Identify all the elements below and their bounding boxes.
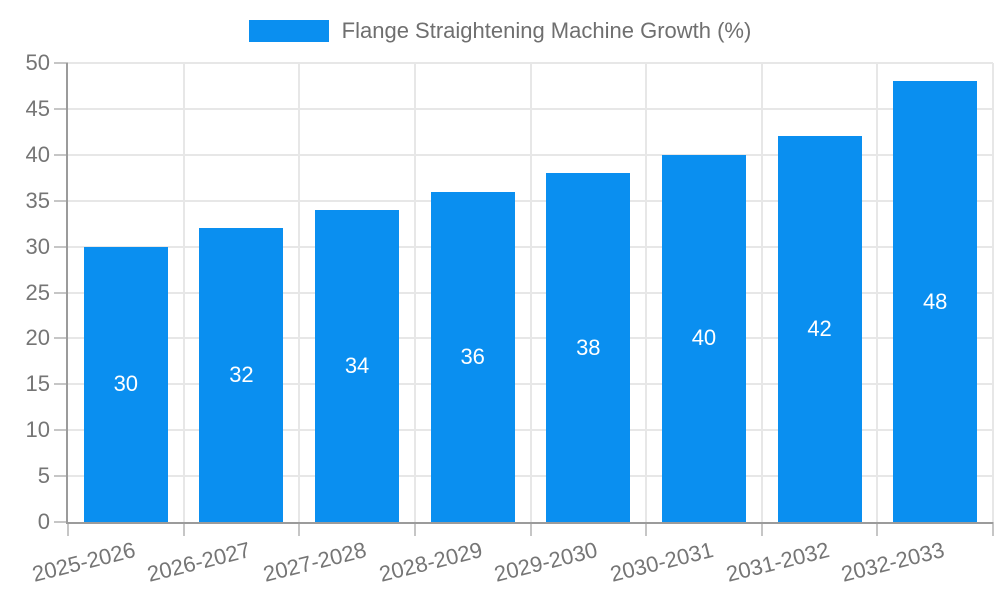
legend: Flange Straightening Machine Growth (%) bbox=[0, 18, 1000, 44]
bar bbox=[199, 228, 284, 522]
bar bbox=[430, 191, 515, 522]
x-axis-line bbox=[66, 522, 993, 524]
bar bbox=[546, 173, 631, 522]
bar bbox=[893, 81, 978, 522]
gridline-vertical bbox=[298, 63, 301, 522]
y-axis-tick bbox=[54, 383, 68, 386]
legend-swatch bbox=[248, 20, 329, 42]
bar-value-label: 34 bbox=[344, 352, 370, 378]
gridline-vertical bbox=[529, 63, 532, 522]
y-axis-tick bbox=[54, 153, 68, 156]
y-axis-tick bbox=[54, 291, 68, 294]
y-axis-tick-label: 50 bbox=[25, 50, 50, 75]
bar bbox=[83, 246, 168, 522]
bar-value-label: 30 bbox=[113, 371, 139, 397]
bar-value-label: 40 bbox=[691, 325, 717, 351]
y-axis-tick-label: 0 bbox=[37, 509, 50, 534]
y-axis-tick-label: 45 bbox=[25, 95, 50, 121]
bar bbox=[661, 154, 746, 522]
bar bbox=[777, 136, 862, 522]
y-axis-tick-label: 5 bbox=[37, 463, 50, 489]
gridline-vertical bbox=[992, 63, 994, 522]
y-axis-tick-label: 25 bbox=[25, 279, 50, 305]
y-axis-tick bbox=[54, 107, 68, 110]
y-axis-tick-label: 15 bbox=[25, 371, 50, 397]
x-axis-tick bbox=[413, 522, 416, 536]
x-axis-tick bbox=[67, 522, 69, 536]
y-axis-tick-label: 40 bbox=[25, 141, 50, 167]
gridline-vertical bbox=[876, 63, 879, 522]
x-axis-tick bbox=[876, 522, 879, 536]
bar-value-label: 32 bbox=[229, 362, 254, 388]
y-axis-tick-label: 10 bbox=[25, 417, 50, 443]
gridline-vertical bbox=[182, 63, 185, 522]
x-axis-tick bbox=[992, 522, 994, 536]
y-axis-tick bbox=[54, 199, 68, 202]
y-axis-tick bbox=[54, 429, 68, 432]
bar-value-label: 38 bbox=[576, 334, 601, 360]
x-axis-tick bbox=[529, 522, 532, 536]
y-axis-tick-label: 35 bbox=[25, 187, 50, 213]
x-axis-tick bbox=[182, 522, 185, 536]
legend-item[interactable]: Flange Straightening Machine Growth (%) bbox=[248, 18, 752, 44]
y-axis-line bbox=[66, 63, 68, 522]
gridline-vertical bbox=[413, 63, 416, 522]
x-axis-tick bbox=[298, 522, 301, 536]
x-axis-tick bbox=[760, 522, 763, 536]
gridline-vertical bbox=[760, 63, 763, 522]
y-axis-tick bbox=[54, 337, 68, 340]
y-axis-tick bbox=[54, 475, 68, 478]
x-axis-tick bbox=[645, 522, 648, 536]
bar-value-label: 42 bbox=[807, 316, 832, 342]
y-axis-tick bbox=[54, 521, 68, 523]
bar bbox=[315, 209, 400, 522]
y-axis-tick bbox=[54, 245, 68, 248]
bar-value-label: 36 bbox=[460, 343, 485, 369]
y-axis-tick-label: 30 bbox=[25, 233, 50, 259]
y-axis-tick-label: 20 bbox=[25, 325, 50, 351]
gridline-vertical bbox=[645, 63, 648, 522]
y-axis-tick bbox=[54, 62, 68, 64]
legend-label: Flange Straightening Machine Growth (%) bbox=[341, 18, 752, 43]
bar-value-label: 48 bbox=[922, 288, 948, 314]
